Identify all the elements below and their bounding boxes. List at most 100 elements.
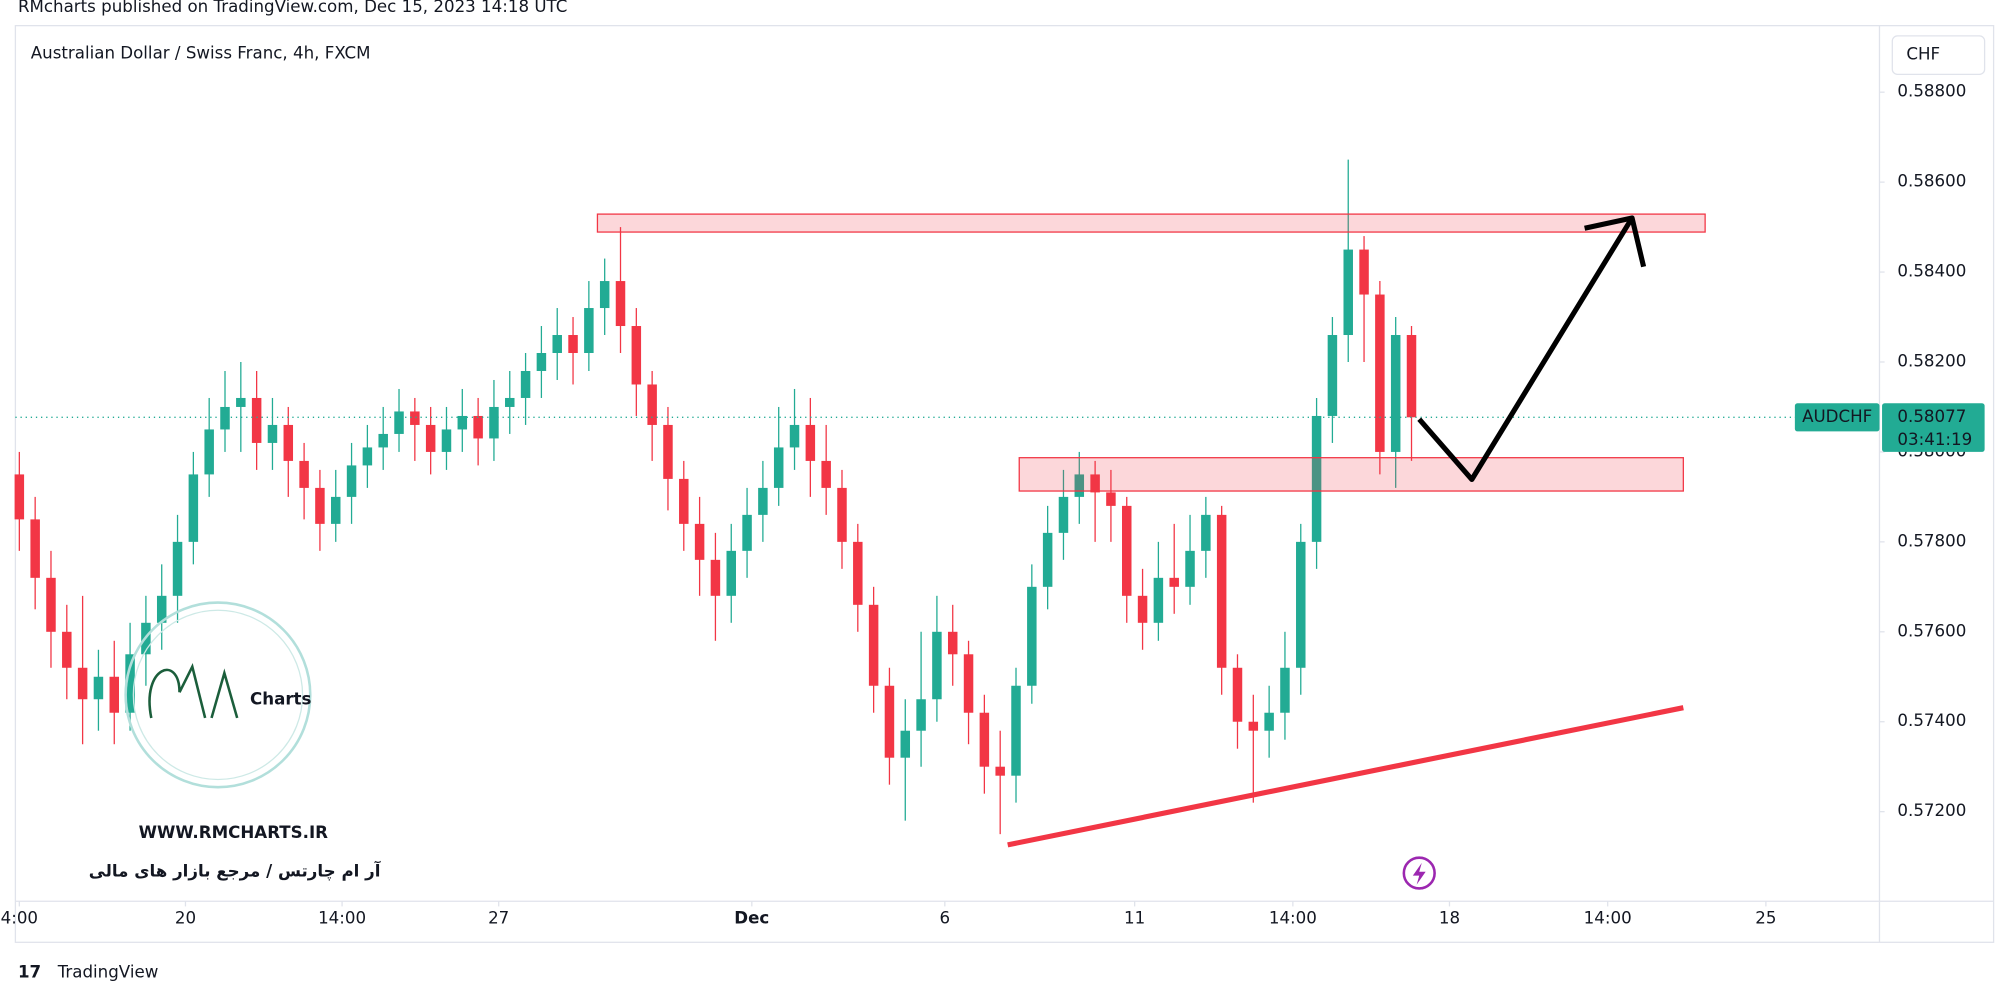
candle-body (362, 447, 373, 466)
candle-body (979, 712, 990, 767)
candle-body (1248, 721, 1259, 731)
candle-body (758, 487, 768, 515)
logo-ring-inner (132, 609, 304, 781)
currency-box[interactable] (1891, 35, 1986, 75)
candle-body (1359, 249, 1369, 295)
last-price-label: 0.58077 (1897, 407, 1966, 426)
candle-body (599, 281, 610, 309)
watermark-tagline: آر ام چارتس / مرجع بازار های مالی (89, 859, 382, 881)
candle-body (821, 460, 831, 488)
y-tick-label: 0.57800 (1897, 531, 1966, 550)
candle-body (188, 474, 199, 542)
chart-title: Australian Dollar / Swiss Franc, 4h, FXC… (31, 43, 371, 62)
projection-arrow (1417, 216, 1635, 483)
candle-body (1106, 492, 1116, 506)
candle-body (726, 550, 736, 596)
candle-body (1390, 335, 1401, 452)
candle-body (805, 424, 816, 461)
candle-body (1232, 667, 1243, 722)
candle-body (394, 411, 404, 434)
candle-body (1201, 514, 1211, 551)
x-tick-label: 14:00 (1269, 909, 1317, 928)
candle-body (346, 465, 357, 497)
candle-body (1137, 595, 1148, 623)
candle-body (679, 478, 689, 524)
countdown: 03:41:19 (1897, 430, 1972, 449)
candle-body (1074, 474, 1085, 497)
candle-body (283, 424, 294, 461)
candle-body (93, 676, 104, 700)
currency: CHF (1906, 45, 1940, 64)
candle-body (884, 685, 895, 758)
logo-ring (124, 601, 312, 789)
footer: TradingView (57, 963, 159, 982)
event-bolt (1412, 862, 1426, 885)
x-tick-label: 25 (1755, 909, 1776, 928)
support-zone (1018, 457, 1684, 492)
x-tick-label: 18 (1439, 909, 1460, 928)
candle-body (330, 496, 341, 524)
x-tick-label: 27 (488, 909, 509, 928)
candle-body (156, 595, 167, 623)
candle-body (77, 667, 88, 700)
candle-body (1122, 505, 1132, 596)
candle-body (868, 604, 879, 686)
candle-body (236, 397, 246, 407)
candle-body (1311, 415, 1322, 542)
candle-body (694, 523, 705, 560)
candle-body (789, 424, 800, 448)
candle-body (299, 460, 309, 488)
watermark-url: WWW.RMCHARTS.IR (139, 823, 329, 842)
candle-body (1027, 586, 1037, 686)
candle-body (1169, 577, 1179, 587)
candle-body (947, 631, 958, 655)
candle-body (1042, 532, 1053, 587)
candle-body (1185, 550, 1195, 587)
candle-body (1327, 335, 1338, 416)
candle-body (378, 433, 388, 448)
candle-body (710, 559, 721, 596)
arrow-head (1584, 215, 1647, 268)
candle-body (916, 699, 926, 731)
candle-body (46, 577, 56, 632)
y-tick-label: 0.58400 (1897, 262, 1966, 281)
candle-body (631, 326, 642, 385)
candle-body (837, 487, 847, 542)
candle-body (615, 281, 626, 327)
candle-body (536, 353, 547, 371)
candle-body (489, 406, 499, 439)
candle-body (1406, 335, 1417, 418)
logo-brand: Charts (250, 690, 311, 709)
x-tick-label: 14:00 (1584, 909, 1632, 928)
candle-body (14, 474, 25, 520)
header: RMcharts published on TradingView.com, D… (18, 0, 567, 16)
candle-body (30, 519, 40, 578)
candle-body (109, 676, 120, 713)
resistance-zone (596, 213, 1706, 233)
candle-body (1216, 514, 1227, 668)
candle-body (204, 429, 214, 475)
candle-body (1343, 249, 1353, 336)
candle-body (251, 397, 262, 443)
candle-body (584, 308, 594, 354)
candle-body (505, 397, 515, 407)
candle-body (1296, 541, 1306, 668)
candle-body (1090, 474, 1100, 493)
candle-body (853, 541, 863, 605)
y-tick-label: 0.57200 (1897, 801, 1966, 820)
candle-body (520, 370, 531, 398)
plot: 0.572000.574000.576000.578000.580000.582… (1, 82, 1967, 928)
y-tick-label: 0.58600 (1897, 172, 1966, 191)
x-tick-label: 20 (175, 909, 196, 928)
x-tick-label: 14:00 (318, 909, 366, 928)
y-tick-label: 0.57600 (1897, 621, 1966, 640)
candle-body (773, 447, 784, 488)
candle-body (473, 415, 483, 439)
logo-mark (148, 662, 239, 719)
candle-body (963, 654, 974, 713)
tv-logo: 𝟭𝟳 (18, 963, 41, 982)
candle-body (1058, 496, 1069, 533)
x-tick-label: 4:00 (1, 909, 38, 928)
